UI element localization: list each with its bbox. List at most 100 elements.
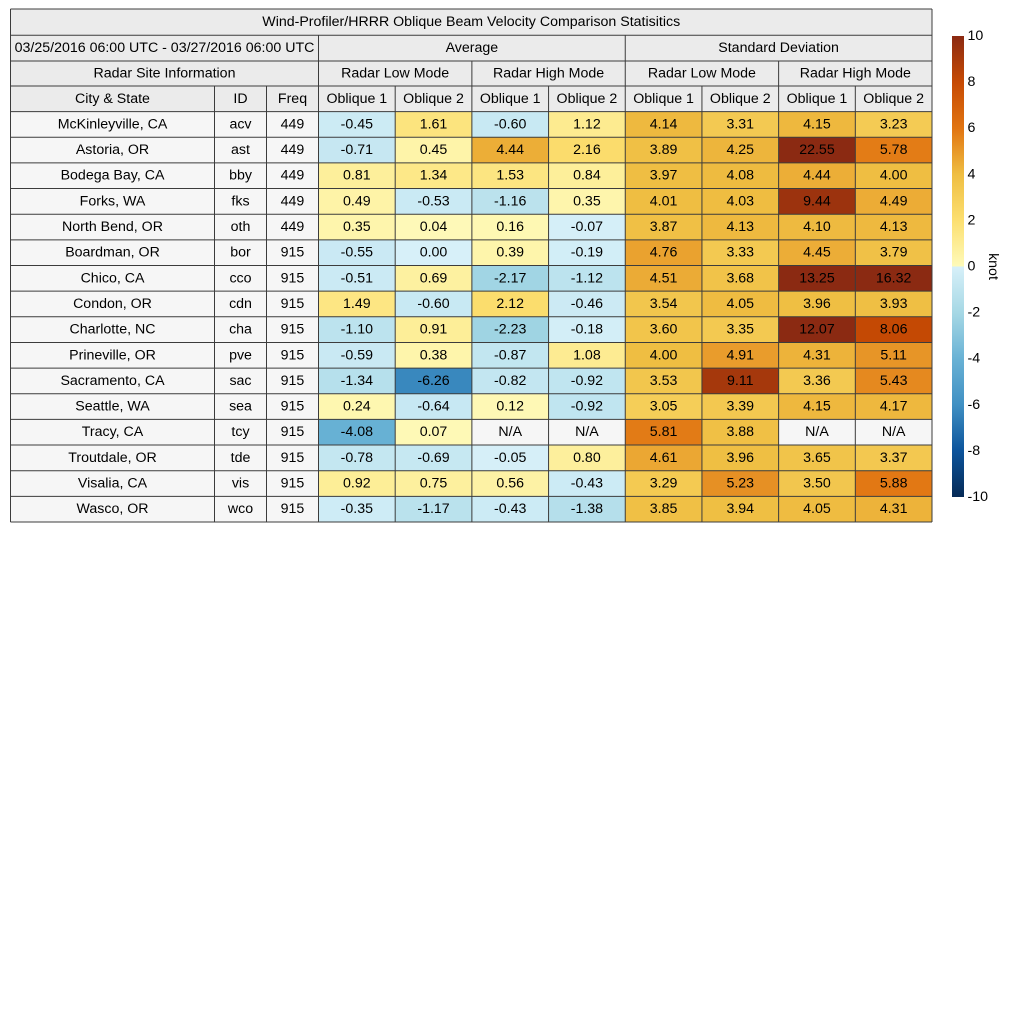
svg-text:0.00: 0.00 (420, 245, 448, 261)
svg-text:449: 449 (281, 193, 305, 209)
svg-text:449: 449 (281, 219, 305, 235)
svg-text:4.15: 4.15 (803, 399, 831, 415)
svg-text:-4.08: -4.08 (341, 424, 373, 440)
svg-text:4.51: 4.51 (650, 270, 678, 286)
svg-text:Oblique 1: Oblique 1 (633, 91, 694, 107)
svg-text:3.33: 3.33 (726, 245, 754, 261)
svg-text:-8: -8 (968, 443, 981, 459)
svg-text:Condon, OR: Condon, OR (73, 296, 152, 312)
svg-text:0.04: 0.04 (420, 219, 448, 235)
svg-text:3.50: 3.50 (803, 476, 831, 492)
svg-text:3.87: 3.87 (650, 219, 678, 235)
svg-text:tde: tde (231, 450, 251, 466)
svg-text:449: 449 (281, 142, 305, 158)
svg-text:4.13: 4.13 (726, 219, 754, 235)
svg-text:Sacramento, CA: Sacramento, CA (60, 373, 165, 389)
svg-text:4.45: 4.45 (803, 245, 831, 261)
svg-text:-0.59: -0.59 (341, 347, 373, 363)
svg-text:Prineville, OR: Prineville, OR (69, 347, 156, 363)
svg-text:bby: bby (229, 168, 253, 184)
svg-text:1.61: 1.61 (420, 116, 448, 132)
svg-text:03/25/2016 06:00 UTC - 03/27/2: 03/25/2016 06:00 UTC - 03/27/2016 06:00 … (15, 40, 315, 56)
svg-text:3.53: 3.53 (650, 373, 678, 389)
svg-text:Radar High Mode: Radar High Mode (493, 66, 604, 82)
svg-text:Oblique 1: Oblique 1 (480, 91, 541, 107)
svg-text:-1.12: -1.12 (571, 270, 603, 286)
svg-text:5.11: 5.11 (880, 347, 907, 363)
svg-text:oth: oth (231, 219, 251, 235)
svg-text:1.53: 1.53 (496, 168, 524, 184)
svg-text:Tracy, CA: Tracy, CA (82, 424, 144, 440)
svg-text:4.05: 4.05 (726, 296, 754, 312)
svg-text:3.35: 3.35 (726, 322, 754, 338)
svg-text:-0.60: -0.60 (417, 296, 449, 312)
svg-text:-0.51: -0.51 (341, 270, 373, 286)
svg-text:Oblique 2: Oblique 2 (863, 91, 924, 107)
svg-text:vis: vis (232, 476, 249, 492)
svg-text:4.00: 4.00 (650, 347, 678, 363)
svg-text:449: 449 (281, 168, 305, 184)
svg-text:13.25: 13.25 (799, 270, 835, 286)
svg-text:915: 915 (281, 501, 305, 517)
svg-text:-1.16: -1.16 (494, 193, 526, 209)
svg-text:-1.34: -1.34 (341, 373, 373, 389)
svg-text:-0.78: -0.78 (341, 450, 373, 466)
svg-text:8: 8 (968, 74, 976, 90)
svg-text:9.44: 9.44 (803, 193, 831, 209)
svg-text:Oblique 1: Oblique 1 (326, 91, 387, 107)
svg-text:-4: -4 (968, 351, 981, 367)
svg-text:3.79: 3.79 (880, 245, 908, 261)
svg-text:North Bend, OR: North Bend, OR (62, 219, 163, 235)
svg-text:4.49: 4.49 (880, 193, 908, 209)
svg-text:-0.71: -0.71 (341, 142, 373, 158)
svg-text:Boardman, OR: Boardman, OR (65, 245, 160, 261)
svg-text:0.45: 0.45 (420, 142, 448, 158)
svg-text:0.92: 0.92 (343, 476, 371, 492)
svg-text:4.08: 4.08 (726, 168, 754, 184)
svg-text:-2: -2 (968, 305, 981, 321)
svg-text:Oblique 1: Oblique 1 (787, 91, 848, 107)
svg-text:10: 10 (968, 28, 984, 44)
svg-text:12.07: 12.07 (799, 322, 835, 338)
svg-text:5.43: 5.43 (880, 373, 908, 389)
svg-text:5.78: 5.78 (880, 142, 908, 158)
svg-text:-0.64: -0.64 (417, 399, 449, 415)
svg-text:Radar Low Mode: Radar Low Mode (648, 66, 756, 82)
svg-text:0.69: 0.69 (420, 270, 448, 286)
svg-text:3.29: 3.29 (650, 476, 678, 492)
svg-text:Visalia, CA: Visalia, CA (78, 476, 148, 492)
svg-text:cdn: cdn (229, 296, 252, 312)
svg-text:-1.17: -1.17 (417, 501, 449, 517)
svg-text:McKinleyville, CA: McKinleyville, CA (58, 116, 168, 132)
svg-text:4.03: 4.03 (726, 193, 754, 209)
svg-text:-0.53: -0.53 (417, 193, 449, 209)
svg-text:Radar Low Mode: Radar Low Mode (341, 66, 449, 82)
svg-text:5.23: 5.23 (726, 476, 754, 492)
svg-text:3.39: 3.39 (726, 399, 754, 415)
svg-text:0.35: 0.35 (573, 193, 601, 209)
svg-text:-0.60: -0.60 (494, 116, 526, 132)
svg-text:ID: ID (233, 91, 247, 107)
svg-text:0.91: 0.91 (420, 322, 448, 338)
svg-text:-2.17: -2.17 (494, 270, 526, 286)
svg-text:-2.23: -2.23 (494, 322, 526, 338)
svg-text:Radar High Mode: Radar High Mode (800, 66, 911, 82)
svg-text:4.05: 4.05 (803, 501, 831, 517)
svg-text:8.06: 8.06 (880, 322, 908, 338)
svg-text:1.08: 1.08 (573, 347, 601, 363)
svg-text:-0.35: -0.35 (341, 501, 373, 517)
svg-text:2.12: 2.12 (496, 296, 524, 312)
svg-text:0: 0 (968, 259, 976, 275)
svg-text:tcy: tcy (231, 424, 250, 440)
svg-text:N/A: N/A (575, 424, 599, 440)
svg-text:-0.92: -0.92 (571, 399, 603, 415)
svg-text:3.89: 3.89 (650, 142, 678, 158)
svg-text:-0.18: -0.18 (571, 322, 603, 338)
svg-text:knot: knot (985, 253, 1001, 280)
svg-text:4: 4 (968, 166, 976, 182)
svg-text:bor: bor (230, 245, 251, 261)
svg-text:Bodega Bay, CA: Bodega Bay, CA (61, 168, 165, 184)
svg-text:3.37: 3.37 (880, 450, 908, 466)
svg-text:4.25: 4.25 (726, 142, 754, 158)
svg-text:3.96: 3.96 (803, 296, 831, 312)
